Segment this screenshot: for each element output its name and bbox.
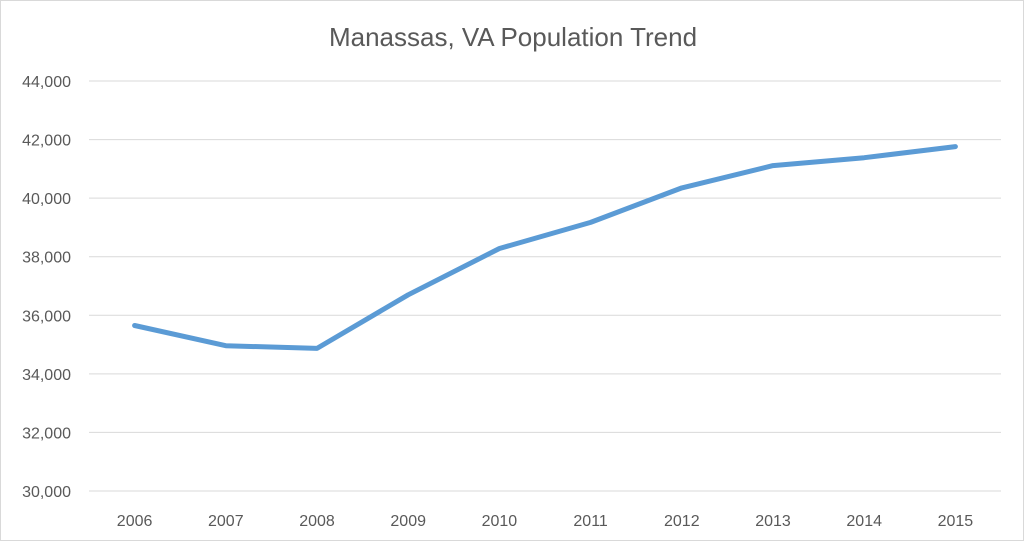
- x-tick-label: 2013: [755, 513, 791, 530]
- y-tick-label: 38,000: [22, 250, 71, 267]
- y-tick-label: 34,000: [22, 367, 71, 384]
- y-tick-label: 40,000: [22, 191, 71, 208]
- y-axis-tick-labels: 30,000 32,000 34,000 36,000 38,000 40,000 42,0…: [22, 74, 71, 501]
- y-tick-label: 42,000: [22, 133, 71, 150]
- x-tick-label: 2010: [482, 513, 518, 530]
- y-tick-label: 36,000: [22, 308, 71, 325]
- y-tick-label: 44,000: [22, 74, 71, 91]
- x-tick-label: 2014: [846, 513, 882, 530]
- x-tick-label: 2006: [117, 513, 153, 530]
- x-tick-label: 2009: [390, 513, 426, 530]
- x-tick-label: 2007: [208, 513, 244, 530]
- chart-title: Manassas, VA Population Trend: [329, 22, 697, 52]
- y-tick-label: 32,000: [22, 425, 71, 442]
- series-group: [132, 144, 958, 351]
- x-tick-label: 2008: [299, 513, 335, 530]
- x-tick-label: 2015: [938, 513, 974, 530]
- y-tick-label: 30,000: [22, 484, 71, 501]
- gridlines: [89, 80, 1001, 492]
- x-tick-label: 2012: [664, 513, 700, 530]
- x-tick-label: 2011: [573, 513, 608, 530]
- x-axis-tick-labels: 2006 2007 2008 2009 2010 2011 2012 2013 2014 2015: [117, 513, 973, 530]
- population-series-line: [132, 144, 958, 351]
